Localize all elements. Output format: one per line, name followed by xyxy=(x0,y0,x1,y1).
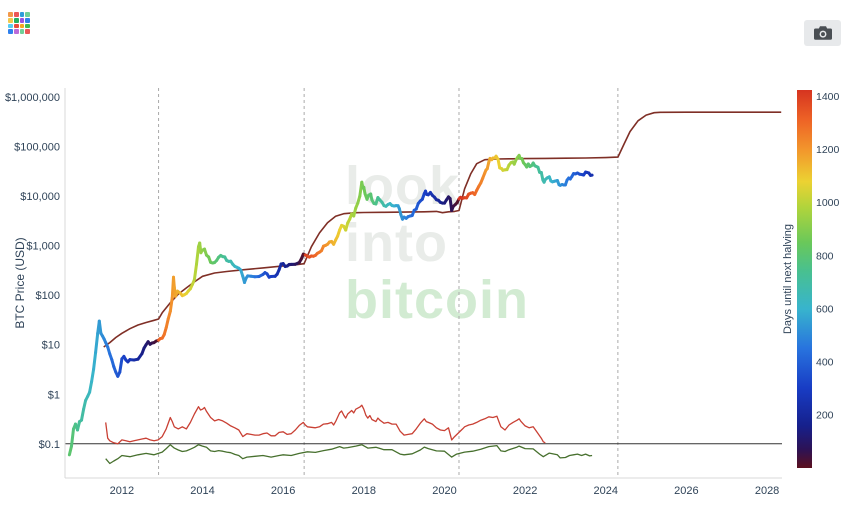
logo-pixel xyxy=(25,23,30,29)
svg-text:$100,000: $100,000 xyxy=(14,141,60,153)
svg-text:$10: $10 xyxy=(42,340,60,352)
logo-pixel xyxy=(13,23,19,29)
logo-pixel xyxy=(8,23,13,29)
colorbar-tick-labels: 200 400 600 800 1000 1200 1400 xyxy=(816,91,840,421)
svg-text:2028: 2028 xyxy=(755,485,779,497)
logo-pixel xyxy=(25,17,30,23)
halving-lines xyxy=(158,88,619,478)
camera-button[interactable] xyxy=(804,20,841,46)
logo-pixel xyxy=(19,17,25,23)
svg-text:2014: 2014 xyxy=(190,485,214,497)
svg-text:1200: 1200 xyxy=(816,144,840,156)
colorbar xyxy=(797,90,812,468)
svg-text:$1,000,000: $1,000,000 xyxy=(5,92,60,104)
svg-text:$0.1: $0.1 xyxy=(39,439,60,451)
watermark: look into bitcoin xyxy=(345,158,529,329)
logo-pixel xyxy=(19,12,25,17)
model-line xyxy=(103,111,782,348)
svg-text:600: 600 xyxy=(816,303,834,315)
lib-logo[interactable] xyxy=(8,12,30,34)
watermark-line-3: bitcoin xyxy=(345,270,529,330)
watermark-line-1: look xyxy=(345,156,461,216)
svg-text:2026: 2026 xyxy=(674,485,698,497)
svg-text:2022: 2022 xyxy=(513,485,537,497)
svg-text:2020: 2020 xyxy=(432,485,456,497)
svg-text:$100: $100 xyxy=(36,290,60,302)
logo-pixel xyxy=(8,29,13,34)
colorbar-title: Days until next halving xyxy=(782,224,794,334)
y-axis-title: BTC Price (USD) xyxy=(13,237,27,328)
svg-text:2016: 2016 xyxy=(271,485,295,497)
logo-pixel xyxy=(25,12,30,17)
logo-pixel xyxy=(19,29,25,34)
svg-text:400: 400 xyxy=(816,356,834,368)
logo-pixel xyxy=(13,29,19,34)
logo-pixel xyxy=(13,12,19,17)
svg-text:800: 800 xyxy=(816,250,834,262)
logo-pixel xyxy=(8,12,13,17)
axis-tick-labels: $0.1 $1 $10 $100 $1,000 $10,000 $100,000 $1,000… xyxy=(5,92,779,497)
oscillator-red-line xyxy=(105,404,546,445)
logo-pixel xyxy=(19,23,25,29)
svg-text:$10,000: $10,000 xyxy=(20,191,60,203)
svg-text:200: 200 xyxy=(816,409,834,421)
logo-pixel xyxy=(25,29,30,34)
price-series xyxy=(67,153,594,457)
svg-text:$1,000: $1,000 xyxy=(26,241,60,253)
camera-icon xyxy=(813,26,832,40)
svg-text:2018: 2018 xyxy=(352,485,376,497)
logo-pixel xyxy=(13,17,19,23)
watermark-line-2: into xyxy=(345,213,448,273)
logo-pixel xyxy=(8,17,13,23)
svg-text:1400: 1400 xyxy=(816,91,840,103)
svg-text:1000: 1000 xyxy=(816,197,840,209)
svg-text:$1: $1 xyxy=(48,389,60,401)
svg-text:2012: 2012 xyxy=(110,485,134,497)
svg-text:2024: 2024 xyxy=(594,485,618,497)
oscillator-green-line xyxy=(105,444,593,465)
